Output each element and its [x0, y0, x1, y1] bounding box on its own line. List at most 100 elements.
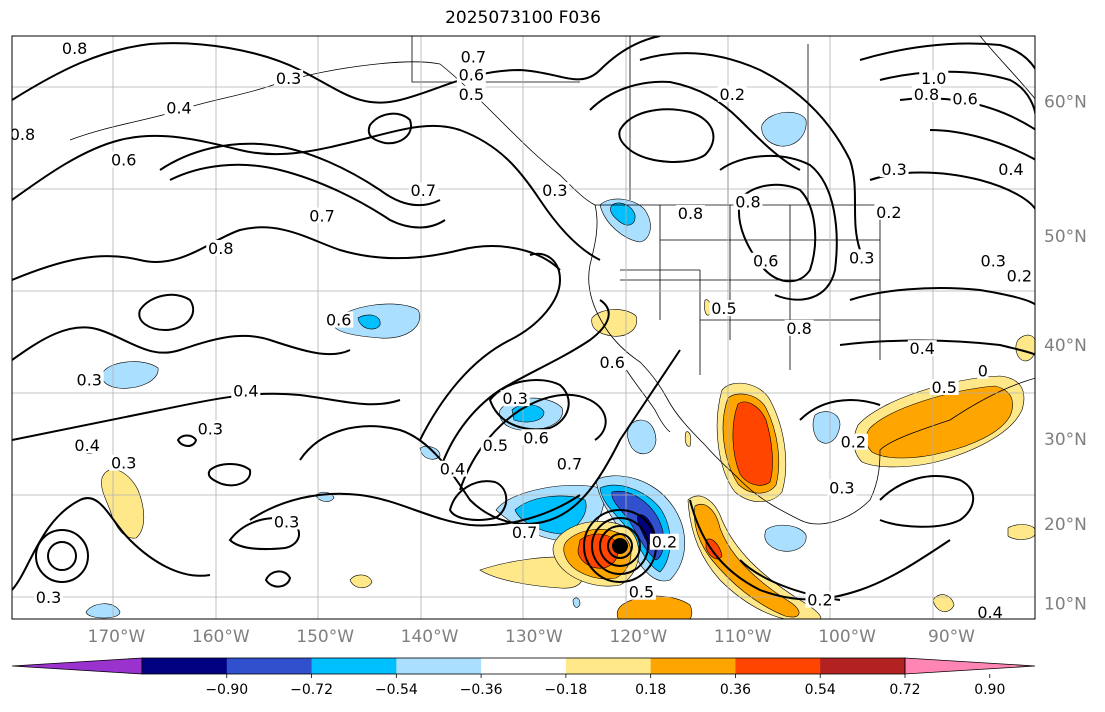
contour-label-bg: [521, 429, 551, 446]
contour-label-bg: [733, 193, 763, 210]
latitude-labels: 60°N 50°N 40°N 30°N 20°N 10°N: [1044, 92, 1087, 614]
colorbar-segment: [226, 658, 313, 674]
contour-label: 0.4: [74, 436, 99, 455]
contour-line: [35, 529, 89, 583]
west-coast: [588, 204, 741, 481]
longitude-label: 170°W: [88, 627, 146, 647]
contour-line: [12, 497, 211, 591]
contour-label: 0.2: [720, 85, 745, 104]
negative-area: [572, 597, 581, 608]
latitude-label: 30°N: [1044, 430, 1087, 450]
contour-line: [12, 226, 561, 281]
contour-label-bg: [12, 126, 37, 143]
contour-label: 0.3: [111, 454, 136, 473]
contour-label-bg: [847, 249, 877, 266]
colorbar-segment: [311, 658, 397, 674]
latitude-label: 40°N: [1044, 336, 1087, 356]
contour-line: [12, 392, 401, 441]
colorbar-segment: [735, 658, 821, 674]
contour-label-bg: [456, 85, 486, 102]
map-frame: [11, 35, 1036, 620]
contour-label-bg: [307, 207, 337, 224]
contour-label: 0.3: [881, 160, 906, 179]
contour-line: [12, 124, 601, 261]
contour-label: 0.5: [459, 85, 484, 104]
contour-line: [138, 293, 195, 332]
contour-label-bg: [709, 300, 739, 317]
contour-line: [859, 42, 1035, 71]
contour-line: [849, 287, 1035, 306]
contour-line: [169, 163, 446, 229]
contour-line: [12, 326, 351, 361]
contour-label-bg: [626, 583, 656, 600]
contour-label-bg: [554, 455, 584, 472]
contour-line: [12, 36, 661, 104]
negative-area: [101, 361, 159, 389]
colorbar-tick-label: −0.18: [544, 682, 587, 698]
negative-area: [357, 314, 381, 330]
contour-label: 0.4: [998, 160, 1023, 179]
contour-label: 0.6: [523, 428, 548, 447]
contour-label: 0.6: [600, 353, 625, 372]
latitude-label: 10°N: [1044, 594, 1087, 614]
contour-label: 0.3: [77, 370, 102, 389]
contour-label: 0.7: [557, 455, 582, 474]
contour-label-bg: [751, 252, 781, 269]
contour-line: [799, 399, 881, 421]
contour-label: 0.2: [652, 533, 677, 552]
contour-label-bg: [195, 420, 225, 437]
positive-area: [705, 538, 723, 560]
contour-label: 0.4: [233, 382, 258, 401]
colorbar-frame: [141, 657, 906, 675]
colorbar-tick-label: 0.18: [635, 682, 666, 698]
contour-line: [207, 463, 252, 487]
mexico-gulf-coast: [739, 377, 1035, 525]
contour-label-bg: [500, 390, 530, 407]
contour-label: 0.5: [629, 583, 654, 602]
contour-label-bg: [109, 151, 139, 168]
colorbar: −0.90 −0.72 −0.54 −0.36 −0.18 0.18 0.36 0.54 0.7…: [11, 657, 1036, 698]
contour-label-bg: [784, 319, 814, 336]
positive-area: [1015, 334, 1035, 362]
contour-label-bg: [676, 205, 706, 222]
contour-label: 0: [978, 362, 988, 381]
contour-line: [589, 80, 801, 171]
longitude-label: 90°W: [928, 627, 975, 647]
contour-label: 0.7: [411, 181, 436, 200]
contour-line: [879, 70, 1035, 121]
contour-label-bg: [206, 239, 236, 256]
contour-line: [176, 434, 198, 447]
colorbar-tick-label: −0.72: [290, 682, 333, 698]
contour-label-bg: [408, 182, 438, 199]
contour-label: 0.3: [36, 588, 61, 607]
negative-area: [85, 603, 121, 619]
colorbar-segment: [142, 658, 228, 674]
contour-label: 0.8: [10, 125, 35, 144]
positive-area: [349, 574, 373, 589]
contour-label-bg: [597, 353, 627, 370]
contour-label-bg: [109, 454, 139, 471]
colorbar-tick-label: 0.54: [805, 682, 836, 698]
contour-label-bg: [324, 311, 354, 328]
contour-label: 0.7: [512, 523, 537, 542]
contour-label-bg: [34, 589, 64, 606]
negative-area: [812, 411, 841, 444]
positive-area: [732, 401, 773, 486]
contour-line: [929, 129, 1035, 161]
contour-label-bg: [164, 99, 194, 116]
contour-line: [439, 299, 610, 471]
colorbar-segment: [396, 658, 482, 674]
positive-area: [694, 504, 800, 618]
colorbar-segment: [650, 658, 736, 674]
positive-area: [687, 495, 822, 619]
colorbar-tick-label: 0.36: [720, 682, 751, 698]
contour-labels: 0.80.30.40.80.60.70.70.80.60.40.30.30.40…: [10, 39, 1034, 619]
graticule: [12, 36, 1035, 619]
contour-label: 0.3: [274, 512, 299, 531]
hurricane-center-marker: [612, 538, 628, 554]
contour-label-bg: [879, 161, 909, 178]
contour-label-bg: [540, 182, 570, 199]
map-title: 2025073100 F036: [445, 8, 601, 28]
negative-area: [610, 202, 636, 226]
